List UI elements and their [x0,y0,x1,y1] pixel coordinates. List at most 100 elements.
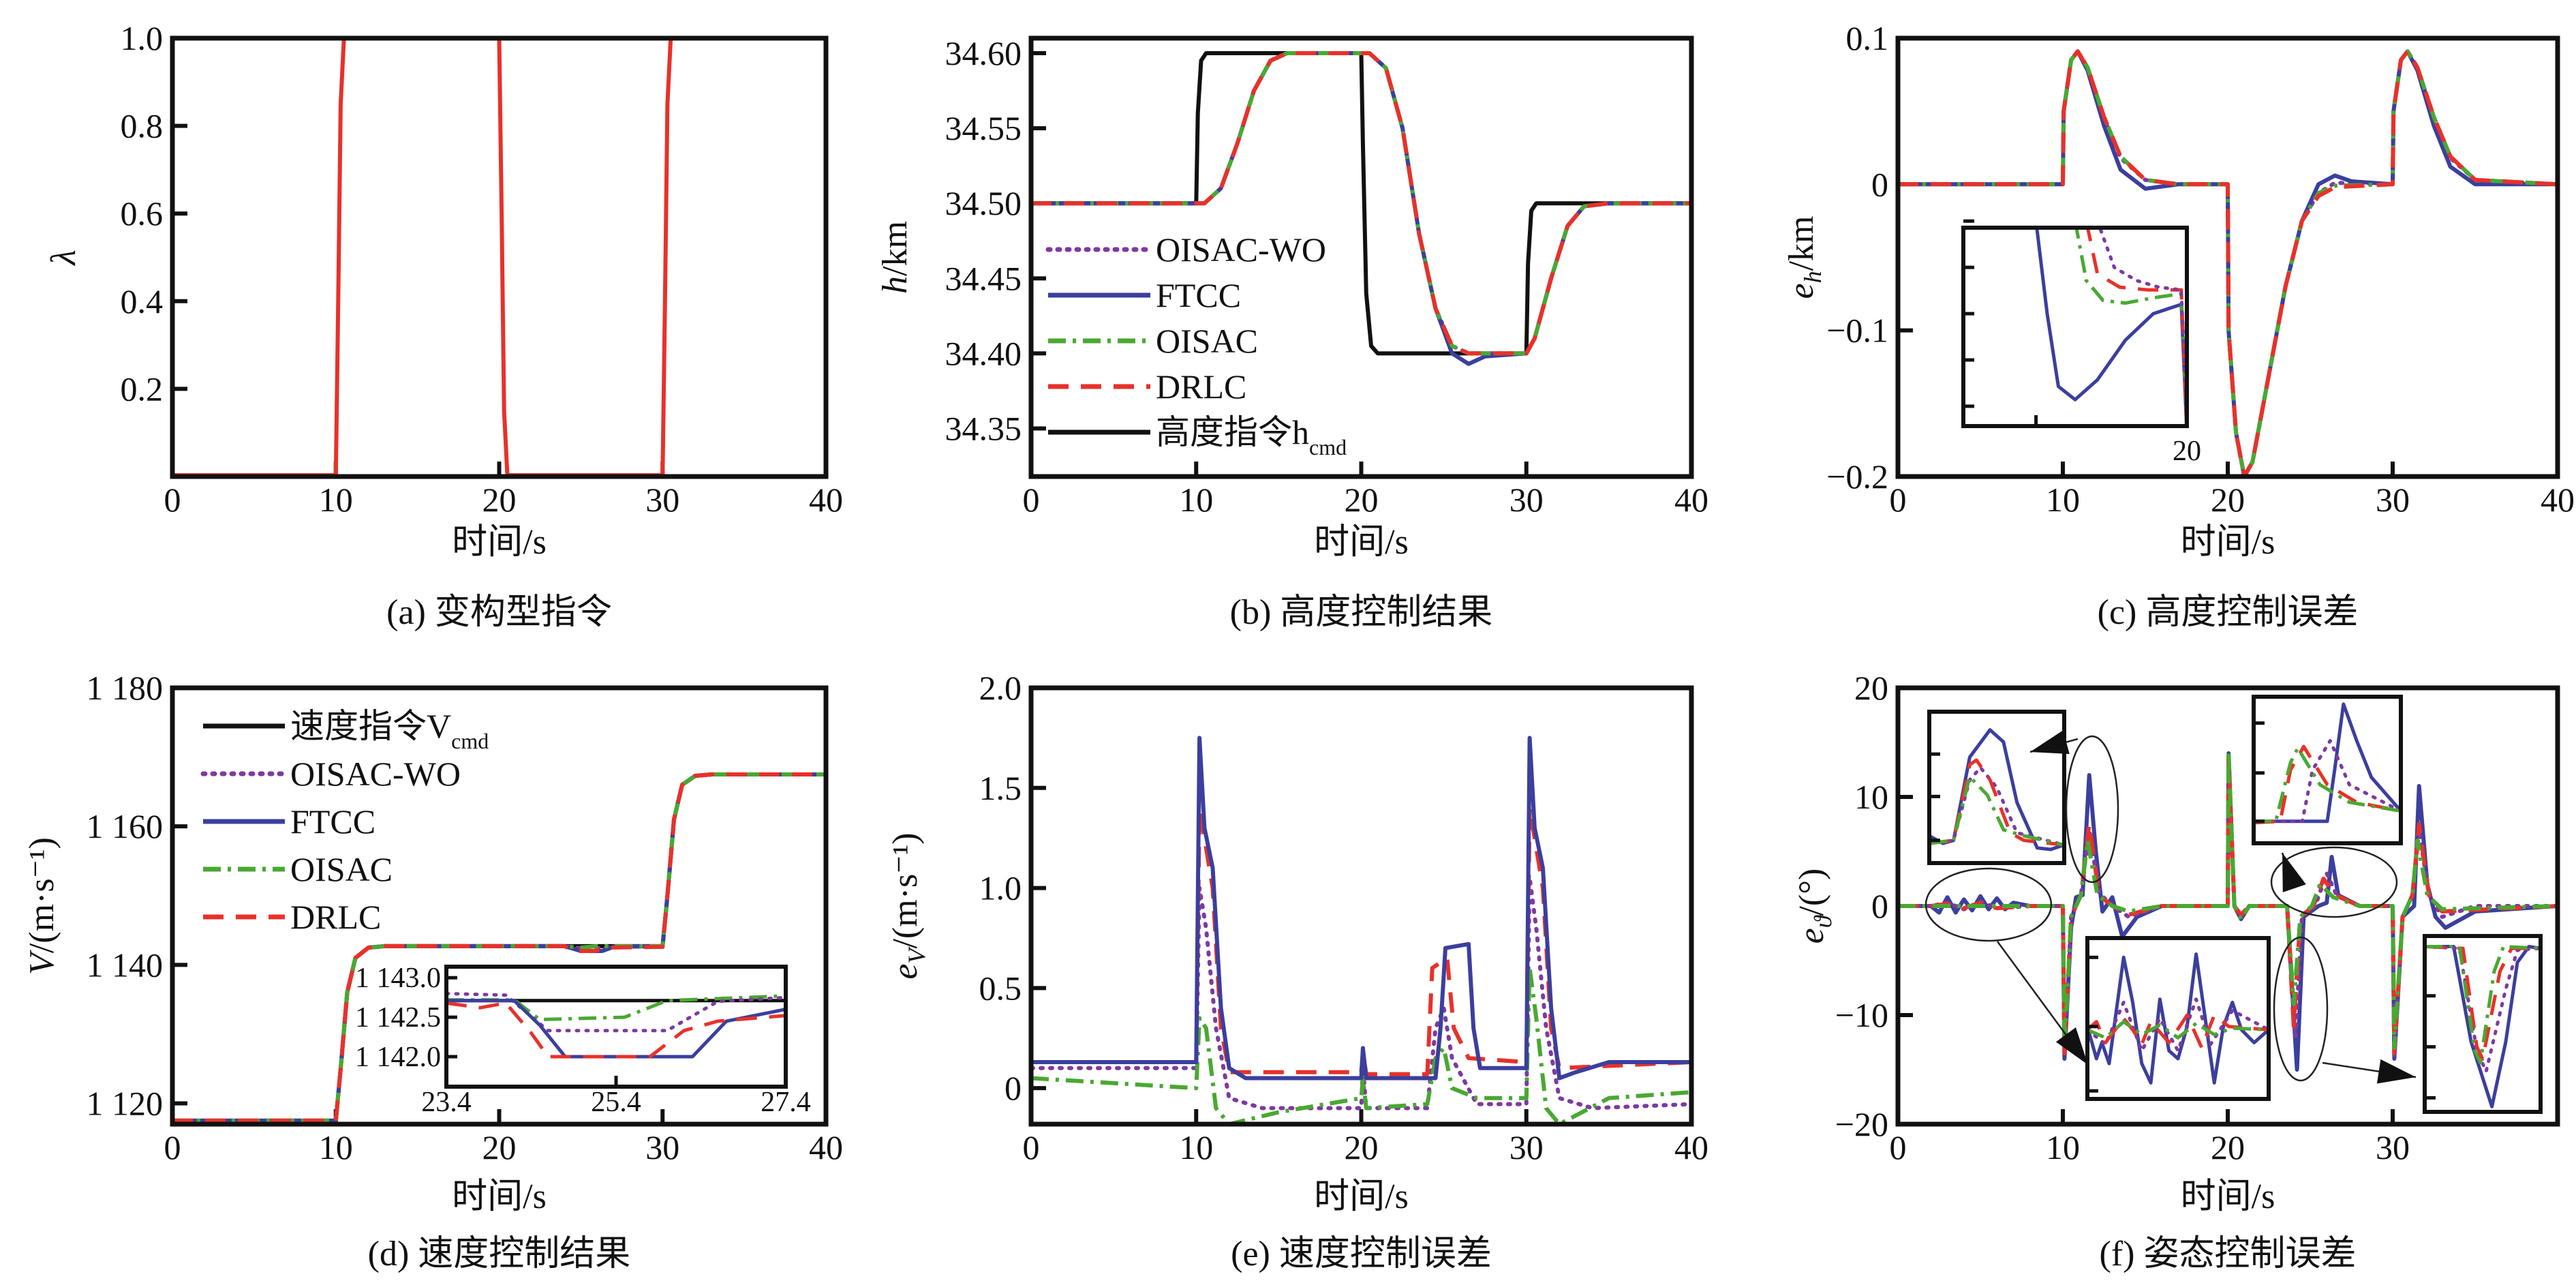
legend-label-text: 速度指令V [290,707,451,745]
legend-label: 速度指令Vcmd [290,707,489,753]
y-tick-label: −0.2 [1826,457,1888,496]
x-tick-label: 20 [482,481,517,519]
legend-label-text: DRLC [290,898,381,936]
y-axis-label: λ [44,250,83,267]
series-line-lambda [172,38,826,477]
series-line-ftcc [1031,736,1691,1081]
panel-caption: (c) 高度控制误差 [2098,593,2359,632]
zoom-ellipse [2065,735,2119,884]
x-axis-label: 时间/s [452,1177,547,1216]
legend-label: OISAC [290,850,393,888]
y-tick-label: 10 [1854,778,1888,816]
inset-frame [1961,226,2189,428]
y-axis-label-main: e [886,964,925,980]
inset-x-tick-label: 25.4 [591,1087,641,1118]
inset-y-tick-label: 1 143.0 [355,963,441,994]
y-axis-label: h/km [876,221,915,294]
x-tick-label: 0 [1023,481,1040,519]
x-tick-label: 30 [1509,481,1544,519]
series-line-drlc [1898,49,2558,477]
inset-frame [2423,934,2543,1114]
y-tick-label: 0.6 [121,194,164,232]
legend-label-text: OISAC-WO [1156,230,1326,269]
y-tick-label: 0 [1005,1069,1022,1107]
legend-label: 高度指令hcmd [1156,413,1347,459]
y-tick-label: 34.60 [945,34,1022,72]
plot-frame [1895,685,2560,1127]
series-line-oisac [172,772,826,1123]
y-tick-label: 0.8 [121,107,164,145]
arrow-head-icon [2376,1059,2416,1084]
legend-label: DRLC [290,898,381,936]
y-tick-label: 1 140 [87,946,164,984]
x-tick-label: 40 [1674,1128,1708,1166]
y-axis-label-main: h [876,276,915,294]
inset-background [1963,228,2187,426]
series-line-oisac-wo [1031,875,1691,1111]
x-tick-label: 30 [2376,481,2410,519]
y-axis-label-main: λ [44,250,83,267]
y-axis-label: eϑ/(°) [1792,869,1837,944]
inset-x-tick-label: 27.4 [761,1087,811,1118]
x-tick-label: 0 [164,1128,181,1166]
legend-label: FTCC [1156,276,1241,314]
y-tick-label: 34.45 [945,259,1022,297]
x-tick-label: 10 [1179,1128,1213,1166]
panel-d: 0 10 20 30 40 1 120 1 140 1 160 1 180 时间/s V/(m·s⁻… [22,669,843,1273]
inset-y-tick-label: 1 142.0 [355,1042,441,1073]
y-tick-label: 0 [1871,165,1888,203]
x-tick-label: 0 [1890,481,1907,519]
x-axis-label: 时间/s [452,523,547,562]
series-line-drlc [1031,806,1691,1076]
series-line-oisac [2254,746,2401,824]
x-tick-label: 30 [645,1128,679,1166]
x-tick-label: 20 [2211,1128,2245,1166]
inset-y-tick-label: 1 142.5 [355,1002,441,1033]
y-axis-label-main: e [1792,928,1831,944]
series-line-drlc [172,772,826,1123]
y-tick-label: −0.1 [1826,312,1888,350]
x-tick-label: 20 [1345,481,1379,519]
series-line-oisac [1898,749,2558,1053]
legend-label: DRLC [1156,367,1246,406]
y-tick-label: 0.1 [1846,19,1889,57]
y-tick-label: 0.4 [121,282,164,320]
arrow-head-icon [2055,1027,2088,1065]
series-line-drlc [2254,744,2401,825]
legend-label: OISAC [1156,322,1258,360]
inset-plot [1927,710,2066,865]
y-tick-label: 34.55 [945,109,1022,147]
x-axis-label: 时间/s [1314,523,1409,562]
plot-frame [170,685,829,1127]
panel-caption: (b) 高度控制结果 [1230,593,1493,632]
zoom-ellipse [1925,867,2053,942]
x-tick-label: 10 [319,1128,353,1166]
series-line-oisac-wo [446,991,786,1033]
y-tick-label: −20 [1835,1105,1888,1143]
series-line-oisac-wo [2254,739,2401,824]
x-tick-label: 20 [482,1128,517,1166]
y-axis-label-unit: /(°) [1792,869,1831,916]
y-tick-label: 1 160 [87,807,164,845]
panel-caption: (e) 速度控制误差 [1231,1235,1492,1273]
x-tick-label: 20 [2211,481,2245,519]
y-tick-label: 0 [1871,887,1888,925]
panel-caption: (a) 变构型指令 [386,593,612,632]
y-tick-label: 0.2 [121,369,164,408]
y-axis-label-sub: V [903,946,930,964]
panel-caption: (d) 速度控制结果 [368,1235,631,1273]
series-line-drlc [446,1001,786,1059]
panel-b: 0 10 20 30 40 34.35 34.40 34.45 34.50 34.55 34.60 时… [876,34,1708,632]
y-tick-label: 1 120 [87,1085,164,1123]
x-tick-label: 10 [2046,481,2080,519]
y-axis-label-unit: /(m·s⁻¹) [22,837,61,953]
y-tick-label: −10 [1835,996,1888,1034]
zoom-ellipse [2270,846,2398,918]
x-axis-label: 时间/s [1314,1177,1409,1216]
inset-plot: 1 142.0 1 142.5 1 143.0 23.4 25.4 27.4 [355,963,811,1118]
series-line-drlc [1898,757,2558,1055]
series-line-oisac [446,994,786,1022]
inset-plot [2423,934,2543,1114]
inset-plot [2252,695,2403,845]
plot-frame [1028,35,1694,479]
